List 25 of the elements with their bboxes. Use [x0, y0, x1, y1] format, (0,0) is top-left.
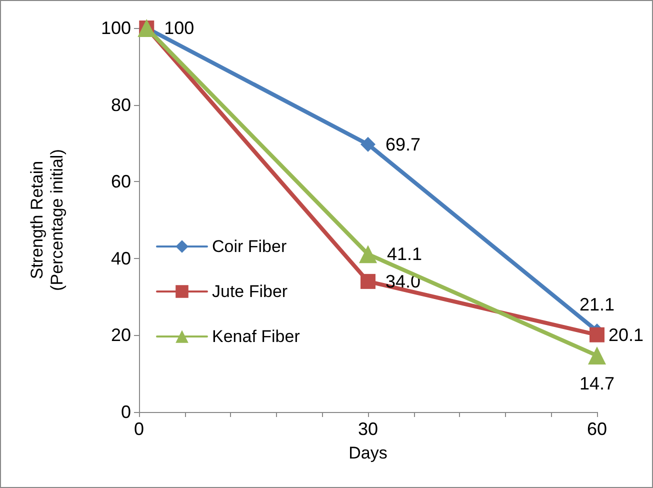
data-label: 69.7 [386, 134, 421, 154]
legend-label: Coir Fiber [212, 237, 287, 256]
x-tick-label: 30 [358, 419, 378, 439]
y-tick-label: 20 [110, 325, 131, 346]
data-label: 14.7 [579, 374, 615, 394]
point [360, 274, 376, 289]
y-tick-label: 100 [100, 18, 131, 38]
y-tick-label: 80 [110, 94, 131, 115]
data-label: 20.1 [608, 324, 644, 345]
y-axis-title: Strength Retain (Percentage initial) [28, 149, 66, 291]
point [360, 136, 376, 152]
data-label: 41.1 [387, 244, 422, 264]
x-axis-title: Days [348, 443, 388, 462]
point [590, 327, 604, 342]
legend-label: Kenaf Fiber [212, 327, 300, 346]
y-tick-label: 60 [110, 172, 131, 192]
point [359, 245, 377, 264]
x-tick-label: 0 [134, 419, 144, 439]
y-tick-label: 40 [110, 248, 131, 268]
point [588, 346, 606, 365]
y-tick-label: 0 [120, 402, 131, 422]
data-label: 100 [164, 18, 194, 38]
data-label: 21.1 [579, 294, 615, 314]
legend-label: Jute Fiber [212, 282, 288, 301]
x-tick-label: 60 [586, 419, 608, 439]
